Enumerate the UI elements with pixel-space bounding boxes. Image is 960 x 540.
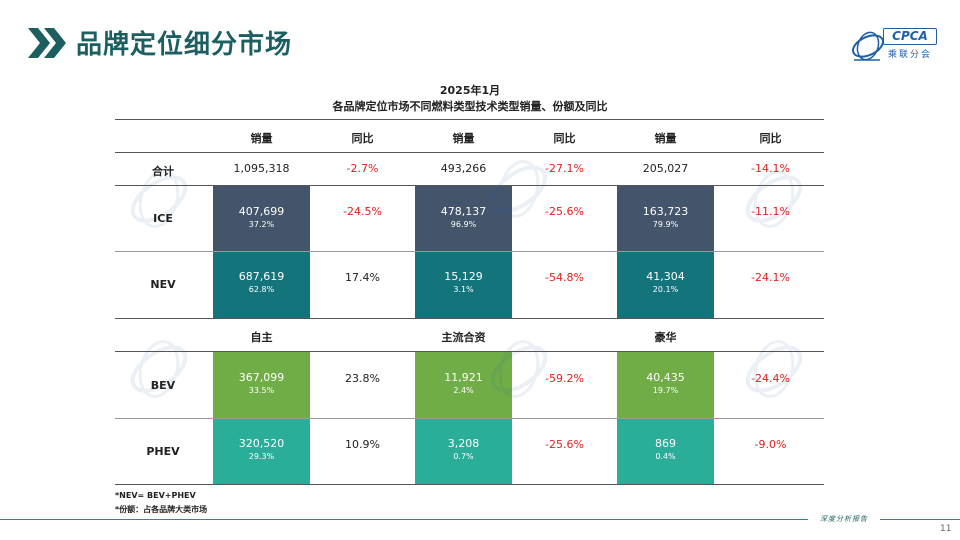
- footnote-share: *份额：占各品牌大类市场: [115, 505, 208, 514]
- phev-cell-jv: 3,208 0.7%: [415, 418, 512, 484]
- phev-cell-domestic: 320,520 29.3%: [213, 418, 310, 484]
- footnote-nev: *NEV= BEV+PHEV: [115, 491, 196, 500]
- footer-rule: [0, 519, 960, 520]
- total-sales-luxury: 205,027: [642, 162, 689, 175]
- table-title: 各品牌定位市场不同燃料类型技术类型销量、份额及同比: [332, 100, 608, 113]
- ice-cell-domestic: 407,699 37.2%: [213, 186, 310, 251]
- table-nev-rule: [115, 318, 824, 319]
- table-segment-rule: [115, 351, 824, 352]
- phev-yoy-jv: -25.6%: [545, 438, 584, 451]
- double-chevron-icon: [28, 28, 66, 58]
- row-label-phev: PHEV: [146, 445, 180, 458]
- table-header-rule: [115, 152, 824, 153]
- table-title-date: 2025年1月: [439, 84, 501, 97]
- header-sales-domestic: 销量: [250, 132, 273, 145]
- header-yoy-domestic: 同比: [351, 132, 374, 145]
- table-bev-rule: [115, 418, 824, 419]
- nev-yoy-jv: -54.8%: [545, 271, 584, 284]
- nev-cell-luxury: 41,304 20.1%: [617, 251, 714, 318]
- page-title: 品牌定位细分市场: [76, 30, 293, 60]
- table-bottom-rule: [115, 484, 824, 485]
- phev-yoy-luxury: -9.0%: [754, 438, 787, 451]
- bev-cell-domestic: 367,099 33.5%: [213, 352, 310, 418]
- row-label-nev: NEV: [150, 278, 176, 291]
- watermark-logo-icon: [490, 160, 548, 218]
- header-yoy-jv: 同比: [553, 132, 576, 145]
- table-ice-rule: [115, 251, 824, 252]
- row-label-bev: BEV: [150, 379, 176, 392]
- segment-header-luxury: 豪华: [654, 331, 677, 344]
- bev-cell-luxury: 40,435 19.7%: [617, 352, 714, 418]
- segment-header-jv: 主流合资: [441, 331, 486, 344]
- row-label-total: 合计: [152, 165, 174, 178]
- segment-header-domestic: 自主: [250, 331, 273, 344]
- ice-yoy-jv: -25.6%: [545, 205, 584, 218]
- nev-cell-domestic: 687,619 62.8%: [213, 251, 310, 318]
- header-sales-jv: 销量: [452, 132, 475, 145]
- nev-yoy-luxury: -24.1%: [751, 271, 790, 284]
- ice-yoy-domestic: -24.5%: [343, 205, 382, 218]
- watermark-logo-icon: [745, 340, 803, 398]
- header-yoy-luxury: 同比: [759, 132, 782, 145]
- ice-cell-luxury: 163,723 79.9%: [617, 186, 714, 251]
- watermark-logo-icon: [130, 340, 188, 398]
- phev-yoy-domestic: 10.9%: [345, 438, 380, 451]
- header-sales-luxury: 销量: [654, 132, 677, 145]
- logo-subtext: 乘联分会: [888, 50, 933, 60]
- page-number: 11: [940, 524, 952, 534]
- bev-yoy-luxury: -24.4%: [751, 372, 790, 385]
- bev-yoy-jv: -59.2%: [545, 372, 584, 385]
- nev-cell-jv: 15,129 3.1%: [415, 251, 512, 318]
- ice-yoy-luxury: -11.1%: [751, 205, 790, 218]
- total-sales-jv: 493,266: [440, 162, 487, 175]
- footer-tag: 深度分析报告: [808, 513, 880, 526]
- total-sales-domestic: 1,095,318: [233, 162, 290, 175]
- table-total-rule: [115, 185, 824, 186]
- phev-cell-luxury: 869 0.4%: [617, 418, 714, 484]
- total-yoy-domestic: -2.7%: [346, 162, 379, 175]
- bev-yoy-domestic: 23.8%: [345, 372, 380, 385]
- total-yoy-jv: -27.1%: [545, 162, 584, 175]
- logo-text: CPCA: [883, 28, 937, 45]
- cpca-logo-icon: [852, 31, 884, 61]
- bev-cell-jv: 11,921 2.4%: [415, 352, 512, 418]
- table-top-rule: [115, 119, 824, 120]
- row-label-ice: ICE: [153, 212, 173, 225]
- ice-cell-jv: 478,137 96.9%: [415, 186, 512, 251]
- nev-yoy-domestic: 17.4%: [345, 271, 380, 284]
- total-yoy-luxury: -14.1%: [751, 162, 790, 175]
